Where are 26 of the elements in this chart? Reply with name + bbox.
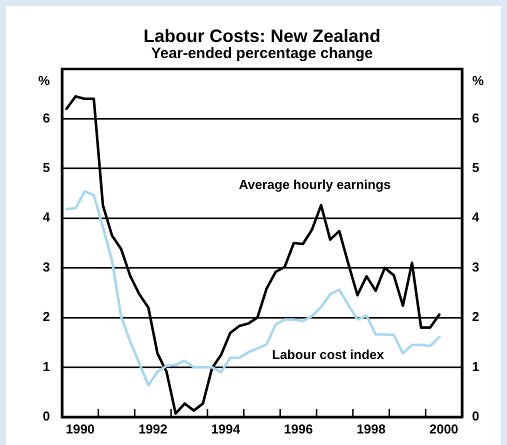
y2-axis-title: % [472,73,484,88]
y-tick-label: 3 [42,259,50,274]
y2-tick-label: 5 [472,160,480,176]
x-tick-label: 1996 [284,421,313,436]
x-tick-label: 1990 [66,421,95,436]
y-tick-label: 1 [42,358,50,374]
series-label: Labour cost index [272,347,385,362]
y2-tick-label: 3 [472,259,480,274]
chart-title: Labour Costs: New Zealand [143,26,381,46]
y-axis-title: % [38,73,50,88]
y2-tick-label: 4 [472,210,480,225]
y-tick-label: 4 [42,210,51,225]
y-tick-label: 5 [42,160,50,176]
y-tick-label: 2 [42,309,50,324]
x-tick-label: 1998 [356,421,386,436]
y2-tick-label: 1 [472,358,480,374]
y-tick-label: 0 [42,408,50,424]
x-tick-label: 1994 [211,421,241,436]
chart-subtitle: Year-ended percentage change [151,45,373,62]
x-tick-label: 2000 [429,421,458,436]
y-tick-label: 6 [42,110,50,126]
y2-tick-label: 6 [472,110,480,126]
x-tick-label: 1992 [138,421,168,436]
y2-tick-label: 0 [472,408,480,424]
y2-tick-label: 2 [472,309,480,324]
series-label: Average hourly earnings [238,177,391,192]
